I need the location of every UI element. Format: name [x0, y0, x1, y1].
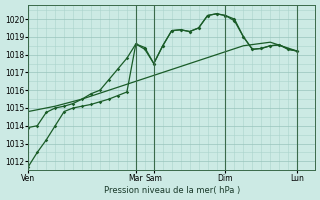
X-axis label: Pression niveau de la mer( hPa ): Pression niveau de la mer( hPa ) [104, 186, 240, 195]
